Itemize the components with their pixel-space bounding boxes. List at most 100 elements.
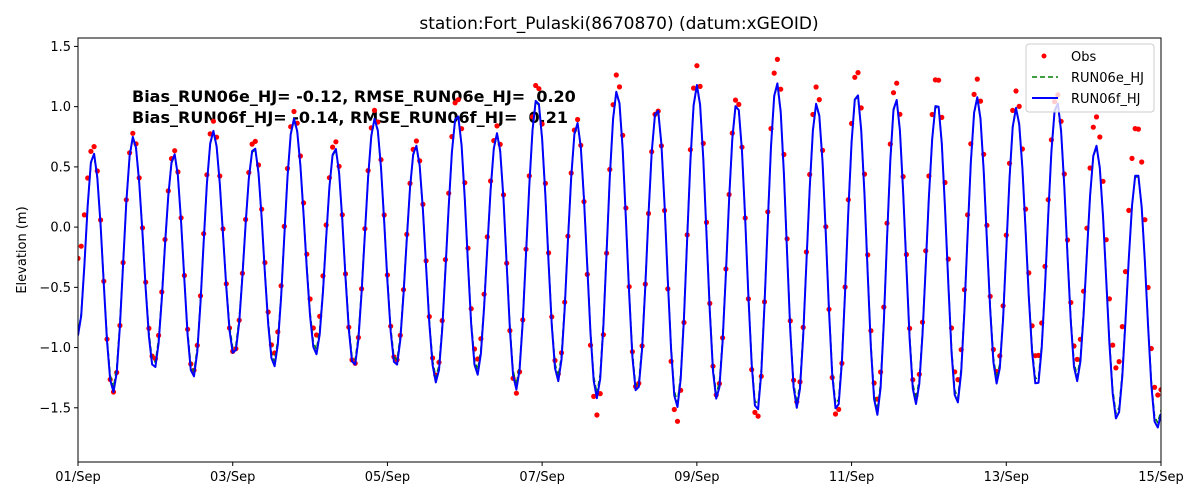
obs-point: [1142, 217, 1148, 223]
legend-obs-marker: [1041, 53, 1047, 59]
axes-frame: [77, 37, 1162, 463]
y-axis: −1.5 −1.0 −0.5 0.0 0.5 1.0 1.5: [39, 40, 78, 416]
obs-point: [894, 80, 900, 86]
obs-point: [88, 148, 94, 154]
stats-run06e: Bias_RUN06e_HJ= -0.12, RMSE_RUN06e_HJ= 0…: [132, 87, 576, 106]
legend: Obs RUN06e_HJ RUN06f_HJ: [1025, 43, 1155, 113]
y-axis-label: Elevation (m): [15, 206, 30, 293]
x-tick-label: 03/Sep: [210, 470, 255, 485]
obs-point: [1090, 124, 1096, 130]
y-tick-label: 0.5: [50, 160, 71, 175]
obs-point: [252, 138, 258, 144]
obs-point: [1010, 107, 1016, 113]
obs-point: [291, 108, 297, 115]
stats-annotations: Bias_RUN06e_HJ= -0.12, RMSE_RUN06e_HJ= 0…: [132, 87, 576, 127]
obs-point: [1119, 324, 1125, 330]
y-tick-label: −0.5: [39, 281, 71, 296]
obs-point: [1113, 365, 1119, 371]
obs-point: [1122, 269, 1129, 275]
obs-point: [1016, 103, 1022, 109]
obs-point: [1116, 359, 1122, 365]
obs-point: [691, 85, 697, 91]
y-tick-label: −1.0: [39, 341, 71, 356]
obs-point: [778, 86, 784, 92]
legend-run06e-label: RUN06e_HJ: [1071, 71, 1144, 86]
obs-point: [413, 138, 419, 144]
obs-point: [613, 72, 619, 78]
obs-point: [732, 97, 739, 103]
obs-point: [130, 130, 136, 136]
x-tick-label: 01/Sep: [55, 470, 100, 485]
obs-point: [1013, 88, 1019, 94]
obs-point: [1129, 155, 1135, 161]
y-tick-label: 1.5: [50, 40, 71, 55]
x-tick-label: 13/Sep: [984, 470, 1029, 485]
obs-point: [1155, 392, 1161, 398]
obs-point: [971, 91, 977, 97]
obs-point: [852, 74, 858, 80]
obs-point: [91, 144, 97, 150]
y-tick-label: −1.5: [39, 401, 71, 416]
obs-point: [330, 144, 336, 150]
obs-point: [836, 406, 842, 412]
x-axis: 01/Sep 03/Sep 05/Sep 07/Sep 09/Sep 11/Sep 13/S…: [55, 462, 1184, 485]
obs-point: [616, 84, 623, 90]
obs-point: [936, 77, 942, 83]
obs-point: [452, 100, 458, 106]
obs-point: [1074, 356, 1080, 362]
obs-point: [1152, 384, 1158, 390]
obs-point: [210, 118, 216, 124]
obs-point: [694, 63, 700, 69]
obs-point: [855, 70, 861, 76]
obs-point: [890, 90, 897, 96]
x-tick-label: 05/Sep: [365, 470, 410, 485]
obs-point: [313, 332, 320, 338]
obs-point: [494, 123, 500, 129]
x-tick-label: 15/Sep: [1138, 470, 1183, 485]
obs-point: [78, 255, 81, 261]
obs-point: [594, 412, 600, 418]
obs-point: [816, 97, 822, 103]
obs-point: [575, 116, 581, 123]
legend-box: [1025, 43, 1155, 113]
obs-point: [974, 76, 980, 82]
obs-point: [1126, 207, 1132, 213]
obs-point: [533, 82, 539, 89]
chart-title: station:Fort_Pulaski(8670870) (datum:xGE…: [419, 14, 818, 34]
obs-point: [1139, 159, 1145, 165]
obs-point: [1135, 126, 1141, 132]
obs-point: [1158, 387, 1161, 393]
legend-run06f-label: RUN06f_HJ: [1071, 92, 1141, 107]
obs-point: [81, 212, 87, 218]
obs-point: [752, 409, 758, 415]
obs-point: [513, 390, 520, 396]
obs-point: [1093, 114, 1100, 120]
x-tick-label: 07/Sep: [519, 470, 564, 485]
plot-area: [78, 56, 1161, 429]
obs-point: [78, 243, 84, 249]
x-tick-label: 11/Sep: [829, 470, 874, 485]
obs-point: [697, 83, 703, 89]
obs-point: [755, 413, 761, 419]
obs-point: [455, 97, 461, 103]
obs-point: [771, 70, 777, 76]
obs-point: [172, 148, 178, 154]
obs-point: [813, 84, 819, 90]
obs-point: [736, 101, 742, 107]
obs-point: [671, 406, 677, 413]
series-line-run06f-hj: [78, 82, 1161, 429]
obs-point: [674, 418, 681, 424]
obs-point: [333, 139, 339, 145]
obs-point: [591, 393, 597, 399]
y-tick-label: 0.0: [50, 221, 71, 236]
stats-run06f: Bias_RUN06f_HJ= -0.14, RMSE_RUN06f_HJ= 0…: [132, 108, 568, 127]
obs-point: [371, 107, 378, 113]
obs-point: [1110, 342, 1116, 348]
obs-point: [832, 411, 839, 417]
obs-point: [977, 98, 984, 104]
legend-obs-label: Obs: [1071, 50, 1096, 65]
y-tick-label: 1.0: [50, 100, 71, 115]
obs-point: [536, 86, 542, 92]
obs-point: [1097, 134, 1103, 140]
